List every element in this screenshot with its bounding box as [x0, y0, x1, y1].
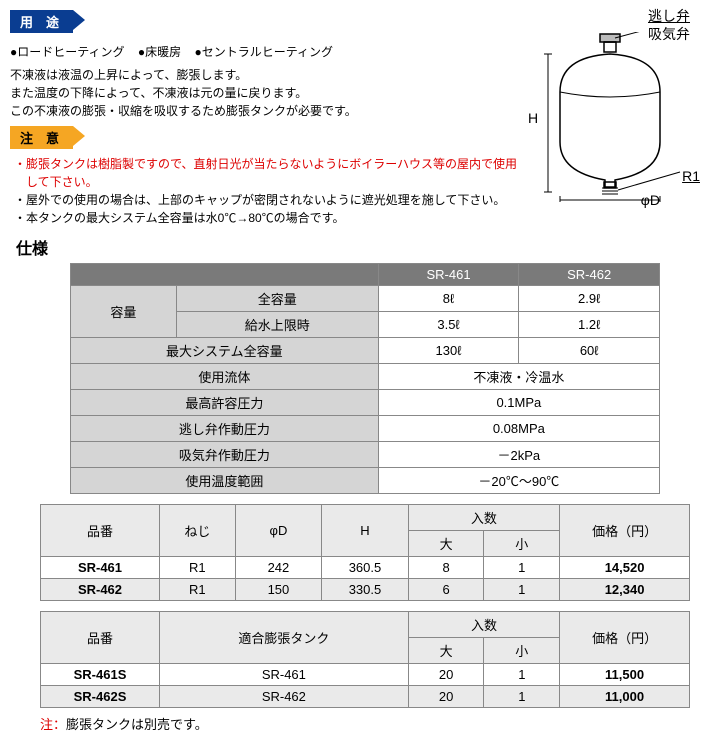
spec-full-label: 全容量	[176, 286, 378, 312]
t3-r1-price: 11,500	[560, 664, 690, 686]
t3-h-price: 価格（円）	[560, 612, 690, 664]
footnote: 注：膨張タンクは別売です。	[40, 714, 710, 733]
t2-h-qtyl: 大	[408, 531, 484, 557]
spec-temp-val: －20℃～90℃	[378, 468, 659, 494]
t3-r1-tank: SR-461	[159, 664, 408, 686]
spec-supply-2: 1.2ℓ	[519, 312, 660, 338]
spec-fluid-label: 使用流体	[71, 364, 379, 390]
spec-capacity-label: 容量	[71, 286, 177, 338]
footnote-label: 注：	[40, 717, 66, 732]
caution-2: ・屋外での使用の場合は、上部のキャップが密閉されないように遮光処理を施して下さい…	[14, 191, 520, 209]
t3-r1-qs: 1	[484, 664, 560, 686]
t2-r1-part: SR-461	[41, 557, 160, 579]
t3-h-part: 品番	[41, 612, 160, 664]
desc-line-3: この不凍液の膨張・収縮を吸収するため膨張タンクが必要です。	[10, 102, 520, 120]
t2-r2-qs: 1	[484, 579, 560, 601]
t3-r2-qs: 1	[484, 686, 560, 708]
desc-line-1: 不凍液は液温の上昇によって、膨張します。	[10, 66, 520, 84]
t2-h-part: 品番	[41, 505, 160, 557]
spec-full-2: 2.9ℓ	[519, 286, 660, 312]
bullet-3: ●セントラルヒーティング	[194, 45, 333, 59]
t2-r2-thread: R1	[159, 579, 235, 601]
t2-h-qty: 入数	[408, 505, 559, 531]
spec-maxsys-label: 最大システム全容量	[71, 338, 379, 364]
caution-list: ・膨張タンクは樹脂製ですので、直射日光が当たらないようにボイラーハウス等の屋内で…	[14, 155, 520, 227]
accessory-table: 品番 適合膨張タンク 入数 価格（円） 大 小 SR-461S SR-461 2…	[40, 611, 690, 708]
t2-h-qtys: 小	[484, 531, 560, 557]
spec-maxsys-2: 60ℓ	[519, 338, 660, 364]
spec-table: SR-461 SR-462 容量 全容量 8ℓ 2.9ℓ 給水上限時 3.5ℓ …	[70, 263, 660, 494]
spec-relief-val: 0.08MPa	[378, 416, 659, 442]
t3-r2-tank: SR-462	[159, 686, 408, 708]
footnote-text: 膨張タンクは別売です。	[66, 717, 208, 732]
spec-suction-label: 吸気弁作動圧力	[71, 442, 379, 468]
t3-h-qtys: 小	[484, 638, 560, 664]
spec-temp-label: 使用温度範囲	[71, 468, 379, 494]
t3-h-tank: 適合膨張タンク	[159, 612, 408, 664]
t2-r1-ql: 8	[408, 557, 484, 579]
t2-r2-h: 330.5	[322, 579, 409, 601]
dimension-table: 品番 ねじ φD H 入数 価格（円） 大 小 SR-461 R1 242 36…	[40, 504, 690, 601]
usage-tag: 用 途	[10, 10, 73, 33]
t2-r2-part: SR-462	[41, 579, 160, 601]
spec-full-1: 8ℓ	[378, 286, 519, 312]
t2-h-phid: φD	[235, 505, 322, 557]
description: 不凍液は液温の上昇によって、膨張します。 また温度の下降によって、不凍液は元の量…	[10, 66, 520, 120]
spec-title: 仕様	[16, 235, 48, 259]
t3-r1-part: SR-461S	[41, 664, 160, 686]
spec-fluid-val: 不凍液・冷温水	[378, 364, 659, 390]
t2-r1-qs: 1	[484, 557, 560, 579]
t3-r2-ql: 20	[408, 686, 484, 708]
spec-suction-val: －2kPa	[378, 442, 659, 468]
t3-r2-part: SR-462S	[41, 686, 160, 708]
spec-model-1: SR-461	[378, 264, 519, 286]
spec-model-2: SR-462	[519, 264, 660, 286]
t3-r2-price: 11,000	[560, 686, 690, 708]
t2-r1-phid: 242	[235, 557, 322, 579]
desc-line-2: また温度の下降によって、不凍液は元の量に戻ります。	[10, 84, 520, 102]
bullet-2: ●床暖房	[138, 45, 181, 59]
usage-bullets: ●ロードヒーティング ●床暖房 ●セントラルヒーティング	[10, 43, 520, 60]
spec-maxpress-val: 0.1MPa	[378, 390, 659, 416]
caution-3: ・本タンクの最大システム全容量は水0℃→80℃の場合です。	[14, 209, 520, 227]
t3-r1-ql: 20	[408, 664, 484, 686]
spec-relief-label: 逃し弁作動圧力	[71, 416, 379, 442]
t2-h-thread: ねじ	[159, 505, 235, 557]
t2-r1-price: 14,520	[560, 557, 690, 579]
t2-h-h: H	[322, 505, 409, 557]
t2-r1-h: 360.5	[322, 557, 409, 579]
t2-h-price: 価格（円）	[560, 505, 690, 557]
t2-r2-phid: 150	[235, 579, 322, 601]
spec-maxpress-label: 最高許容圧力	[71, 390, 379, 416]
caution-1: ・膨張タンクは樹脂製ですので、直射日光が当たらないようにボイラーハウス等の屋内で…	[14, 155, 520, 191]
spec-maxsys-1: 130ℓ	[378, 338, 519, 364]
bullet-1: ●ロードヒーティング	[10, 45, 125, 59]
t2-r1-thread: R1	[159, 557, 235, 579]
label-relief-valve: 逃し弁	[648, 6, 690, 26]
t2-r2-price: 12,340	[560, 579, 690, 601]
t3-h-qtyl: 大	[408, 638, 484, 664]
t3-h-qty: 入数	[408, 612, 559, 638]
tank-diagram: 逃し弁 吸気弁 H R1 φD	[530, 10, 700, 210]
spec-supply-label: 給水上限時	[176, 312, 378, 338]
spec-supply-1: 3.5ℓ	[378, 312, 519, 338]
caution-tag: 注 意	[10, 126, 73, 149]
t2-r2-ql: 6	[408, 579, 484, 601]
